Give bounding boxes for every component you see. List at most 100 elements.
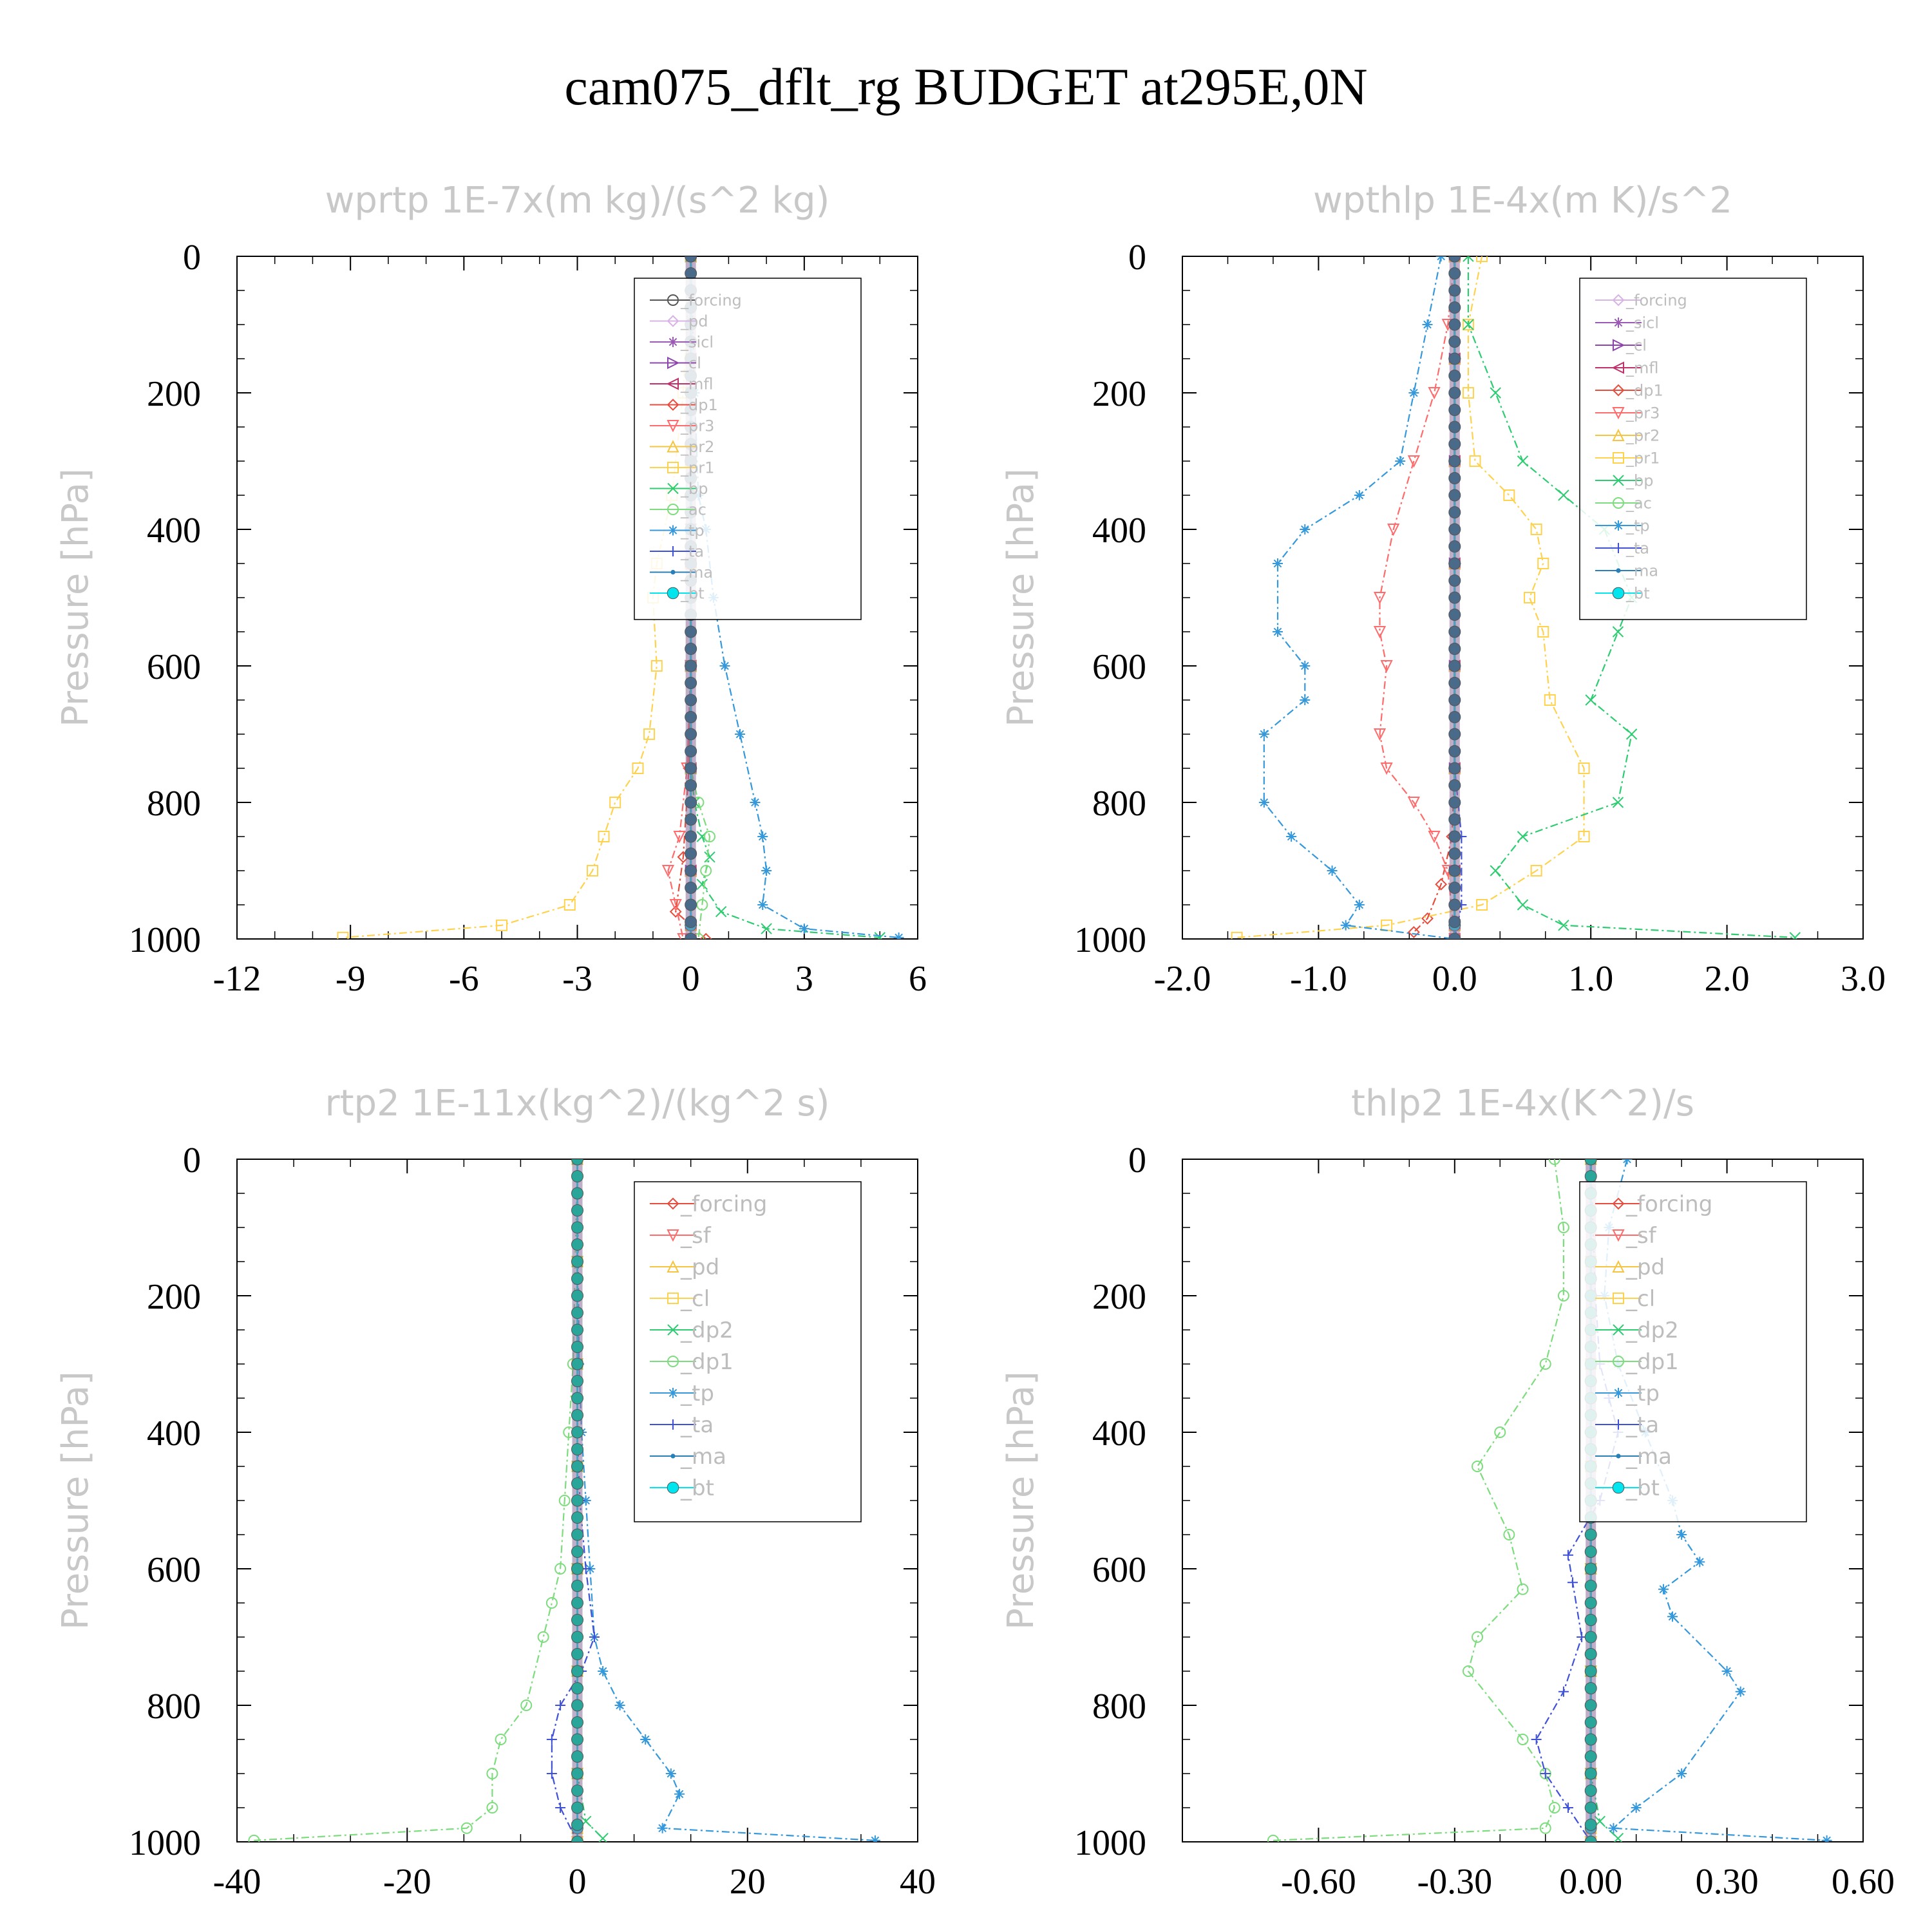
- zero-marker: [1584, 1801, 1597, 1814]
- data-point-dp1: [1503, 1529, 1515, 1540]
- legend-entry: _cl: [1625, 336, 1647, 354]
- zero-marker: [571, 1358, 583, 1370]
- legend: _forcing _sf _pd _cl _dp2 _dp1 _tp _ta _ma _bt: [1579, 1181, 1807, 1522]
- data-point-pr3: [1373, 626, 1387, 639]
- zero-marker: [571, 1307, 583, 1319]
- legend-entry: _pr1: [680, 459, 714, 477]
- legend: _forcing _sicl _cl _mfl _dp1 _pr3 _pr2 _pr1 _bp _…: [1579, 278, 1807, 620]
- data-point-dp1: [1557, 1290, 1569, 1302]
- zero-marker: [1584, 1614, 1597, 1626]
- zero-marker: [1448, 745, 1461, 757]
- x-tick-label: 0: [569, 1862, 587, 1902]
- zero-marker: [571, 1785, 583, 1797]
- y-tick-label: 200: [1092, 374, 1146, 414]
- data-point-dp1: [1462, 1665, 1474, 1677]
- data-point-bp: [1585, 694, 1596, 706]
- legend-marker: [667, 315, 679, 327]
- data-point-pr3: [1428, 387, 1441, 400]
- zero-marker: [1584, 1716, 1597, 1728]
- legend-entry: _ma: [680, 564, 713, 582]
- data-point-pr1: [609, 797, 621, 808]
- legend-entry: _cl: [680, 1286, 710, 1312]
- x-tick-label: 3: [795, 959, 813, 999]
- legend-entry: _forcing: [680, 291, 742, 309]
- zero-marker: [571, 1443, 583, 1455]
- legend-entry: _forcing: [680, 1191, 767, 1217]
- legend-marker: [668, 1419, 678, 1430]
- data-point-ta: [589, 1632, 600, 1642]
- zero-marker: [571, 1341, 583, 1353]
- x-tick-label: -2.0: [1154, 959, 1211, 999]
- data-point-pr1: [1537, 558, 1549, 569]
- data-point-ac: [704, 831, 716, 842]
- data-point-pr1: [1530, 524, 1542, 535]
- zero-marker-column: [571, 1159, 583, 1842]
- legend-marker: [1612, 1197, 1625, 1210]
- legend-marker: [668, 1388, 678, 1398]
- x-tick-label: -1.0: [1290, 959, 1347, 999]
- y-axis-label: Pressure [hPa]: [1000, 468, 1042, 727]
- legend-marker: [1613, 497, 1624, 509]
- zero-marker: [571, 1204, 583, 1217]
- series-line-dp1: [254, 1159, 578, 1841]
- legend-marker: [1616, 1454, 1621, 1459]
- y-tick-label: 0: [183, 238, 201, 278]
- zero-marker: [571, 1273, 583, 1285]
- zero-marker: [685, 694, 697, 706]
- data-point-bp: [1490, 387, 1501, 399]
- panels: wprtp 1E-7x(m kg)/(s^2 kg) Pressure [hPa]…: [55, 180, 1895, 1902]
- data-point-tp: [1631, 1803, 1642, 1813]
- data-point-pr1: [1524, 592, 1536, 603]
- y-tick-label: 600: [147, 1550, 201, 1590]
- data-point-bp: [1463, 319, 1474, 330]
- zero-marker: [685, 830, 697, 843]
- y-tick-label: 0: [183, 1141, 201, 1180]
- zero-marker: [685, 745, 697, 757]
- y-tick-label: 1000: [1074, 1823, 1146, 1863]
- series-group: [1231, 256, 1801, 939]
- data-point-tp: [869, 1835, 880, 1842]
- x-tick-label: -0.60: [1281, 1862, 1356, 1902]
- legend-marker: [1613, 475, 1624, 486]
- zero-marker: [571, 1494, 583, 1507]
- zero-marker: [571, 1460, 583, 1473]
- zero-marker: [571, 1562, 583, 1575]
- zero-marker: [1584, 1631, 1597, 1643]
- data-point-dp1: [537, 1631, 549, 1643]
- zero-marker: [1448, 370, 1461, 382]
- zero-marker: [1584, 1819, 1597, 1831]
- zero-marker: [1448, 386, 1461, 399]
- x-tick-label: 0.0: [1432, 959, 1477, 999]
- series-line-dp1: [1273, 1159, 1564, 1841]
- zero-marker: [571, 1221, 583, 1234]
- zero-marker: [1448, 830, 1461, 843]
- legend-entry: _ac: [680, 500, 706, 518]
- legend-marker: [670, 569, 676, 575]
- data-point-dp2: [597, 1832, 609, 1842]
- zero-marker: [571, 1159, 583, 1166]
- data-point-tp: [598, 1666, 609, 1676]
- panel-1: wprtp 1E-7x(m kg)/(s^2 kg) Pressure [hPa]…: [55, 180, 927, 999]
- legend-entry: _forcing: [1625, 1191, 1712, 1217]
- zero-marker: [685, 882, 697, 894]
- data-point-tp: [1300, 695, 1311, 705]
- legend-box: [1579, 1181, 1807, 1522]
- legend-marker: [1613, 1419, 1624, 1430]
- zero-marker: [1448, 848, 1461, 860]
- zero-marker: [571, 1767, 583, 1780]
- legend-entry: _bp: [1625, 471, 1653, 489]
- legend-entry: _sf: [680, 1223, 712, 1249]
- legend-marker: [667, 482, 679, 495]
- legend-marker: [667, 1324, 679, 1336]
- legend-marker: [1612, 1229, 1625, 1242]
- data-point-ta: [546, 1768, 557, 1779]
- zero-marker: [1448, 882, 1461, 894]
- data-point-pr1: [1231, 931, 1243, 939]
- legend-entry: _tp: [1625, 1381, 1660, 1406]
- legend-marker: [667, 1293, 679, 1304]
- zero-marker: [571, 1750, 583, 1763]
- zero-marker: [571, 1238, 583, 1251]
- zero-marker: [1448, 813, 1461, 826]
- legend-entry: _forcing: [1625, 291, 1687, 309]
- zero-marker: [1448, 643, 1461, 655]
